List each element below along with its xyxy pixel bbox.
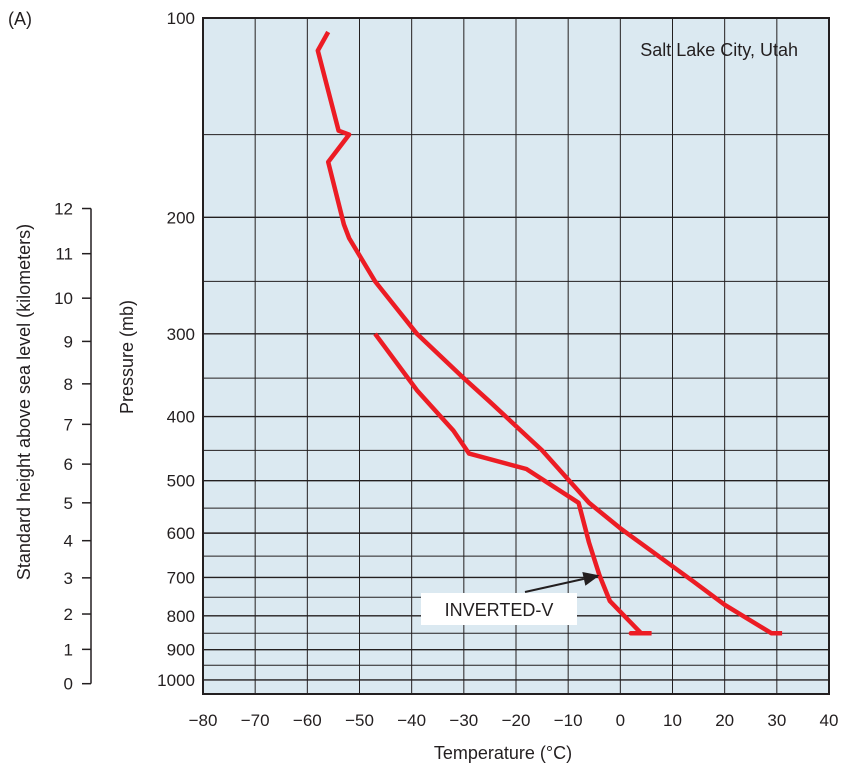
height-tick-label: 4 — [64, 532, 73, 551]
x-tick-label: −50 — [345, 711, 374, 730]
annotation-inverted-v: INVERTED-V — [421, 572, 600, 625]
x-tick-label: −40 — [397, 711, 426, 730]
x-tick-label: −70 — [241, 711, 270, 730]
x-tick-label: −20 — [502, 711, 531, 730]
height-tick-label: 8 — [64, 375, 73, 394]
height-tick-label: 1 — [64, 640, 73, 659]
y-axis-ticks: 100 200 300 400 500 600 700 800 900 1000 — [157, 9, 195, 690]
annotation-arrow — [524, 577, 585, 593]
sounding-line-2 — [373, 332, 652, 636]
x-tick-label: −10 — [554, 711, 583, 730]
x-axis-ticks: −80 −70 −60 −50 −40 −30 −20 −10 0 10 20 30 40 — [189, 711, 839, 730]
y-tick-label: 700 — [167, 568, 195, 587]
x-axis-label: Temperature (°C) — [434, 743, 572, 763]
x-tick-label: −80 — [189, 711, 218, 730]
x-tick-label: 10 — [663, 711, 682, 730]
height-tick-label: 0 — [64, 675, 73, 694]
x-tick-label: 20 — [715, 711, 734, 730]
height-tick-label: 5 — [64, 494, 73, 513]
y-tick-label: 1000 — [157, 671, 195, 690]
x-tick-label: −60 — [293, 711, 322, 730]
y-tick-label: 500 — [167, 472, 195, 491]
sounding-line-1 — [315, 30, 783, 636]
x-tick-label: 0 — [616, 711, 625, 730]
height-tick-label: 12 — [54, 200, 73, 219]
y-tick-label: 600 — [167, 524, 195, 543]
y-axis-label: Pressure (mb) — [117, 300, 137, 414]
x-tick-label: −30 — [449, 711, 478, 730]
y-tick-label: 100 — [167, 9, 195, 28]
height-tick-label: 6 — [64, 455, 73, 474]
x-tick-label: 40 — [820, 711, 839, 730]
panel-label: (A) — [8, 9, 32, 29]
annotation-arrowhead — [582, 572, 600, 586]
height-tick-label: 11 — [55, 245, 73, 264]
x-tick-label: 30 — [767, 711, 786, 730]
y-tick-label: 400 — [167, 408, 195, 427]
height-tick-label: 7 — [64, 415, 73, 434]
y-tick-label: 300 — [167, 325, 195, 344]
height-tick-label: 10 — [54, 289, 73, 308]
chart-title: Salt Lake City, Utah — [640, 40, 798, 60]
plot-frame — [202, 17, 830, 695]
series-group — [315, 30, 783, 636]
height-tick-label: 3 — [64, 569, 73, 588]
annotation-text: INVERTED-V — [445, 600, 554, 620]
height-axis-label: Standard height above sea level (kilomet… — [14, 224, 34, 580]
height-tick-label: 2 — [64, 605, 73, 624]
annotation-box — [421, 593, 577, 625]
y-tick-label: 800 — [167, 607, 195, 626]
y-tick-label: 900 — [167, 641, 195, 660]
y-tick-label: 200 — [167, 208, 195, 227]
height-tick-label: 9 — [64, 332, 73, 351]
